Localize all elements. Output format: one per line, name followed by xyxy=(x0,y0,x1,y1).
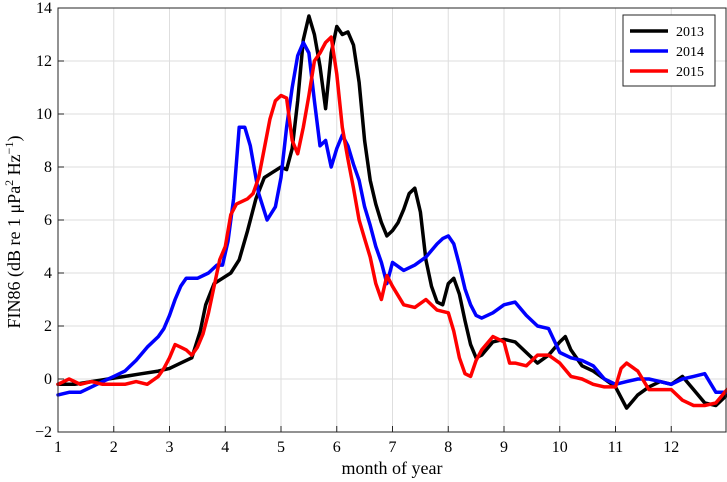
y-tick-label: 12 xyxy=(36,53,52,70)
y-tick-label: 10 xyxy=(36,106,52,123)
y-tick-label: −2 xyxy=(35,424,52,441)
x-tick-label: 2 xyxy=(110,439,118,456)
x-tick-label: 11 xyxy=(608,439,623,456)
x-tick-label: 12 xyxy=(663,439,679,456)
series-line-2014 xyxy=(56,40,727,397)
series-line-2013 xyxy=(56,14,727,410)
y-label-superscript-1: 2 xyxy=(2,180,16,186)
x-tick-label: 7 xyxy=(389,439,397,456)
legend-entries: 2013 2014 2015 xyxy=(630,25,704,80)
x-tick-labels: 1 2 3 4 5 6 7 8 9 10 11 12 xyxy=(54,439,679,456)
y-tick-label: 14 xyxy=(36,0,52,17)
x-tick-label: 9 xyxy=(500,439,508,456)
x-tick-label: 1 xyxy=(54,439,62,456)
x-tick-label: 5 xyxy=(277,439,285,456)
series-layer xyxy=(56,14,727,410)
legend-label-2013: 2013 xyxy=(676,25,704,40)
x-axis-label: month of year xyxy=(342,458,443,478)
y-label-mid: Hz xyxy=(4,154,24,180)
y-label-superscript-2: −1 xyxy=(2,142,16,155)
y-tick-label: 6 xyxy=(44,212,52,229)
axis-ticks xyxy=(57,7,672,433)
x-tick-label: 6 xyxy=(333,439,341,456)
y-tick-label: 2 xyxy=(44,318,52,335)
y-tick-label: 4 xyxy=(44,265,52,282)
x-tick-label: 4 xyxy=(221,439,229,456)
grid-lines xyxy=(57,7,727,433)
y-label-main: FIN86 (dB re 1 μPa xyxy=(4,186,25,329)
x-tick-label: 8 xyxy=(444,439,452,456)
y-tick-labels: −2 0 2 4 6 8 10 12 14 xyxy=(35,0,52,441)
y-tick-label: 0 xyxy=(44,371,52,388)
series-line-2015 xyxy=(56,35,727,408)
legend-label-2014: 2014 xyxy=(676,45,704,60)
legend-label-2015: 2015 xyxy=(676,65,704,80)
y-label-end: ) xyxy=(4,136,25,142)
y-tick-label: 8 xyxy=(44,159,52,176)
legend: 2013 2014 2015 xyxy=(622,14,716,87)
x-tick-label: 10 xyxy=(552,439,568,456)
y-axis-label: FIN86 (dB re 1 μPa2 Hz−1) xyxy=(2,136,25,329)
x-tick-label: 3 xyxy=(166,439,174,456)
